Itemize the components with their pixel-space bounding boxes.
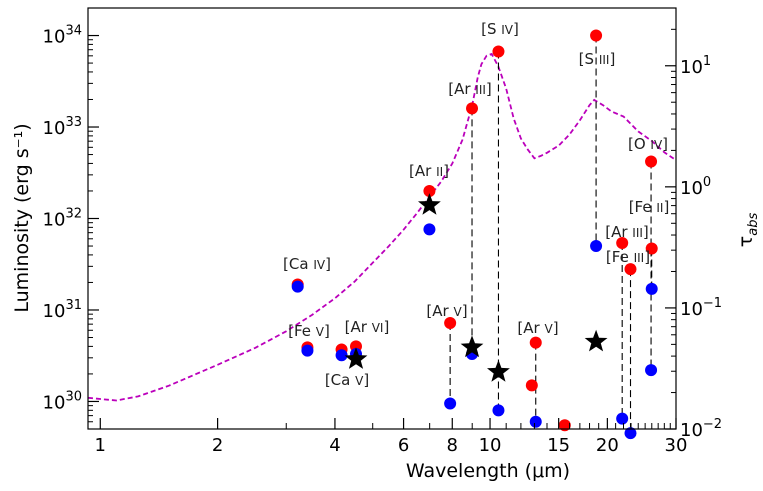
ion-label: [Ar III] <box>448 80 492 98</box>
connector-layer <box>449 35 653 429</box>
blue-point <box>616 412 629 425</box>
blue-point <box>335 349 348 362</box>
red-point <box>616 236 629 249</box>
blue-point <box>444 397 457 410</box>
red-point <box>590 29 603 42</box>
blue-point <box>645 364 658 377</box>
y-tick-label: 1031 <box>43 298 82 322</box>
x-tick-label: 6 <box>398 435 409 456</box>
ion-labels-layer: [Ca IV] [Fe V] [Ca V] [Ar VI] [Ar II] [Ar V] [… <box>283 20 669 389</box>
red-point <box>624 263 637 276</box>
ion-label: [Ca V] <box>325 371 369 389</box>
x-axis-title: Wavelength (μm) <box>406 460 570 482</box>
ion-label: [Ar V] <box>426 302 467 320</box>
x-tick-label: 15 <box>547 435 570 456</box>
blue-point <box>590 240 603 253</box>
blue-point <box>624 427 637 440</box>
red-point <box>444 317 457 330</box>
y2-tick-label: 101 <box>680 54 711 78</box>
ion-label: [Fe III] <box>606 248 650 266</box>
ion-label: [Ar III] <box>605 223 649 241</box>
ion-label: [Ar II] <box>409 162 449 180</box>
red-point <box>645 155 658 168</box>
plot-frame <box>87 7 677 430</box>
x-tick-label: 4 <box>329 435 340 456</box>
y-tick-label: 1032 <box>43 207 82 231</box>
y2-tick-label: 10−1 <box>680 296 722 320</box>
x-tick-label: 1 <box>95 435 106 456</box>
y2-axis-title: τabs <box>735 213 761 248</box>
y2-tick-label: 10−2 <box>680 417 722 441</box>
blue-point <box>492 404 505 417</box>
x-tick-label: 20 <box>596 435 619 456</box>
blue-point <box>423 223 436 236</box>
red-point <box>645 242 658 255</box>
x-tick-label: 10 <box>479 435 502 456</box>
y2-tick-label: 100 <box>680 175 711 199</box>
x-tick-label: 2 <box>212 435 223 456</box>
blue-point <box>645 282 658 295</box>
ion-label: [Ar V] <box>517 319 558 337</box>
y-tick-label: 1030 <box>43 389 82 413</box>
stars-layer <box>344 193 608 382</box>
y-tick-label: 1033 <box>43 115 82 139</box>
axes-layer: 1 2 4 6 8 10 15 20 30 1030 1031 1032 1033 1034 10−2 10−… <box>43 7 722 456</box>
x-tick-label: 30 <box>665 435 688 456</box>
star-marker <box>418 193 441 215</box>
x-tick-label: 8 <box>447 435 458 456</box>
ion-label: [Fe V] <box>288 322 330 340</box>
star-marker <box>460 335 484 358</box>
red-point <box>466 102 479 115</box>
star-marker <box>344 347 368 369</box>
ion-label: [S IV] <box>481 20 519 38</box>
red-point <box>529 336 542 349</box>
blue-point <box>301 344 314 357</box>
ion-label: [S III] <box>579 50 616 68</box>
star-marker <box>584 329 608 352</box>
red-point <box>423 184 436 197</box>
blue-point <box>529 415 542 428</box>
red-point <box>558 419 571 432</box>
ion-label: [Ar VI] <box>345 318 390 336</box>
red-point <box>525 379 538 392</box>
blue-point <box>291 280 304 293</box>
ion-label: [O IV] <box>628 135 668 153</box>
ion-label: [Ca IV] <box>283 255 331 273</box>
y-axis-title: Luminosity (erg s⁻¹) <box>11 123 33 312</box>
red-point <box>492 45 505 58</box>
points-layer <box>291 29 658 440</box>
tau-abs-curve <box>88 52 676 402</box>
ion-label: [Fe II] <box>629 198 670 216</box>
star-marker <box>487 360 510 382</box>
tau-curve-layer <box>88 52 676 402</box>
y-tick-label: 1034 <box>43 24 82 48</box>
